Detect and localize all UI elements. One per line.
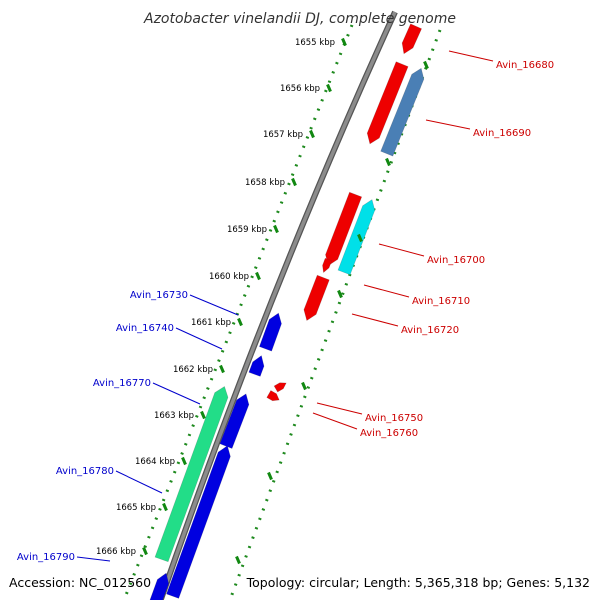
gene-feature-rev[interactable] <box>219 393 250 449</box>
gene-feature-rev[interactable] <box>166 445 231 599</box>
leader-line <box>115 470 163 494</box>
tick-label: 1661 kbp <box>191 318 231 328</box>
gene-label-avin_16780[interactable]: Avin_16780 <box>56 466 114 477</box>
backbone-edge <box>157 10 398 600</box>
gene-label-avin_16680[interactable]: Avin_16680 <box>496 60 554 71</box>
tick-label: 1666 kbp <box>96 547 136 557</box>
tick-dash <box>341 37 347 47</box>
leader-line <box>312 412 358 430</box>
gene-label-avin_16770[interactable]: Avin_16770 <box>93 378 151 389</box>
accession-text: Accession: NC_012560 <box>9 575 151 590</box>
tick-dash-minor <box>337 289 343 299</box>
leader-line <box>316 402 363 415</box>
backbone <box>157 10 398 600</box>
gene-label-avin_16750[interactable]: Avin_16750 <box>365 413 423 424</box>
gene-feature-fwd[interactable] <box>325 191 363 266</box>
map-title: Azotobacter vinelandii DJ, complete geno… <box>143 11 456 27</box>
tick-label: 1663 kbp <box>154 411 194 421</box>
gene-feature-fwd[interactable] <box>322 257 333 274</box>
gene-labels: Avin_16680 Avin_16690 Avin_16700 Avin_16710… <box>17 50 554 563</box>
tick-dash <box>142 546 148 556</box>
tick-dash-minor <box>385 157 391 167</box>
tick-label: 1656 kbp <box>280 84 320 94</box>
tick-dash <box>219 364 225 374</box>
tick-dash <box>255 271 261 281</box>
leader-line <box>152 382 201 405</box>
gene-feature-rev[interactable] <box>154 386 229 563</box>
tick-label: 1658 kbp <box>245 178 285 188</box>
gene-feature-fwd[interactable] <box>273 382 287 393</box>
gene-features <box>148 23 425 600</box>
leader-line <box>189 294 239 316</box>
tick-dash <box>309 129 315 139</box>
tick-label: 1655 kbp <box>295 38 335 48</box>
tick-dash-minor <box>235 555 241 565</box>
gene-feature-rev[interactable] <box>259 312 282 352</box>
reverse-track <box>122 24 354 600</box>
tick-dash <box>291 177 297 187</box>
gene-label-avin_16730[interactable]: Avin_16730 <box>130 290 188 301</box>
tick-dash <box>326 83 332 93</box>
gene-feature-rev[interactable] <box>248 355 265 377</box>
tick-dash <box>237 317 243 327</box>
gene-feature-rev[interactable] <box>148 572 170 600</box>
leader-line <box>425 119 471 130</box>
leader-line <box>378 243 425 257</box>
gene-feature-fwd[interactable] <box>380 67 425 157</box>
leader-line <box>175 327 223 350</box>
tick-dash-minor <box>357 233 363 243</box>
gene-feature-fwd[interactable] <box>401 23 422 55</box>
tick-label: 1659 kbp <box>227 225 267 235</box>
tick-label: 1657 kbp <box>263 130 303 140</box>
tick-dash-minor <box>301 381 307 391</box>
tick-dash-minor <box>267 471 273 481</box>
leader-line <box>363 284 410 298</box>
tick-label: 1665 kbp <box>116 503 156 513</box>
gene-feature-fwd[interactable] <box>266 390 280 402</box>
tick-label: 1660 kbp <box>209 272 249 282</box>
tick-dash <box>200 410 206 420</box>
leader-line <box>351 313 399 327</box>
backbone-arc <box>158 11 397 600</box>
tick-dash <box>273 224 279 234</box>
gene-feature-fwd[interactable] <box>337 199 376 276</box>
topology-text: Topology: circular; Length: 5,365,318 bp… <box>246 575 590 590</box>
gene-label-avin_16740[interactable]: Avin_16740 <box>116 323 174 334</box>
gene-label-avin_16690[interactable]: Avin_16690 <box>473 128 531 139</box>
tick-label: 1664 kbp <box>135 457 175 467</box>
scale-ticks: 1655 kbp 1656 kbp 1657 kbp 1658 kbp 1659 kbp… <box>96 37 429 565</box>
leader-line <box>76 556 111 562</box>
gene-feature-fwd[interactable] <box>303 274 330 321</box>
gene-label-avin_16720[interactable]: Avin_16720 <box>401 325 459 336</box>
tick-dash <box>162 502 168 512</box>
gene-label-avin_16760[interactable]: Avin_16760 <box>360 428 418 439</box>
leader-line <box>448 50 494 62</box>
gene-label-avin_16700[interactable]: Avin_16700 <box>427 255 485 266</box>
gene-label-avin_16790[interactable]: Avin_16790 <box>17 552 75 563</box>
tick-dash-minor <box>423 60 429 70</box>
tick-dash <box>181 456 187 466</box>
gene-label-avin_16710[interactable]: Avin_16710 <box>412 296 470 307</box>
gene-feature-fwd[interactable] <box>366 61 409 145</box>
tick-label: 1662 kbp <box>173 365 213 375</box>
